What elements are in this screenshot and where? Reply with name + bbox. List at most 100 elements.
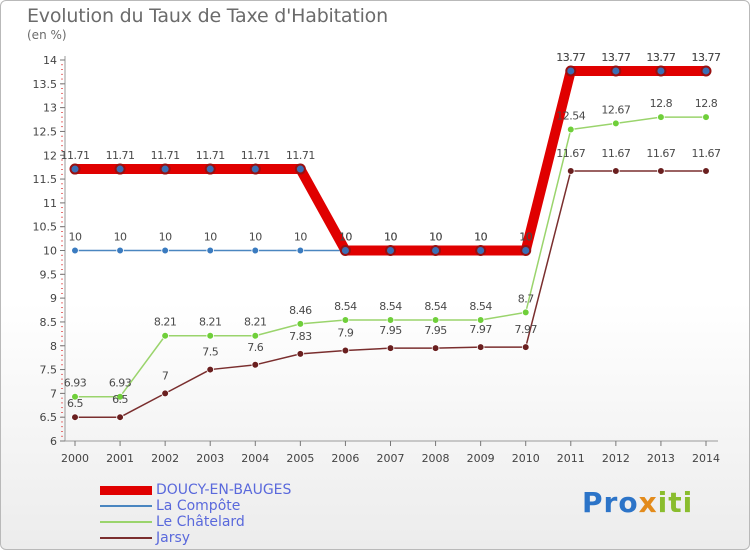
- data-label-0: 10: [429, 231, 442, 244]
- x-tick-label: 2005: [286, 452, 314, 465]
- series-point-2: [386, 316, 395, 324]
- data-label-1: 10: [69, 231, 82, 244]
- data-label-3: 7.97: [514, 323, 537, 336]
- y-tick-label: 13.5: [33, 78, 58, 91]
- legend-swatch-jarsy: [100, 537, 152, 539]
- series-point-3: [431, 344, 440, 352]
- x-tick-label: 2007: [377, 452, 405, 465]
- x-tick-label: 2014: [692, 452, 720, 465]
- data-label-1: 13.77: [646, 51, 675, 64]
- series-point-3: [702, 167, 710, 175]
- x-tick-label: 2001: [106, 452, 134, 465]
- data-label-0: 13.77: [646, 51, 675, 64]
- data-label-1: 13.77: [692, 51, 721, 64]
- series-point-3: [116, 413, 124, 421]
- data-label-3: 7.95: [424, 324, 447, 337]
- data-label-0: 11.71: [286, 149, 315, 162]
- data-label-3: 11.67: [601, 147, 630, 160]
- data-label-2: 8.21: [199, 316, 222, 329]
- data-label-0: 13.77: [556, 51, 585, 64]
- logo-part-x: x: [638, 486, 658, 519]
- data-label-1: 10: [339, 231, 352, 244]
- data-label-1: 10: [294, 231, 307, 244]
- series-point-1: [116, 246, 124, 255]
- series-point-2: [566, 125, 575, 134]
- data-label-3: 7.97: [469, 323, 492, 336]
- data-label-2: 8.54: [424, 300, 447, 313]
- data-label-2: 8.54: [469, 300, 492, 313]
- data-label-0: 11.71: [151, 149, 180, 162]
- logo-part-iti: iti: [657, 486, 694, 519]
- data-label-2: 8.21: [244, 316, 267, 329]
- data-label-2: 12.67: [601, 103, 630, 116]
- series-point-2: [251, 331, 260, 340]
- data-label-1: 10: [429, 231, 442, 244]
- series-point-1: [251, 246, 260, 255]
- data-label-1: 10: [474, 231, 487, 244]
- data-label-2: 12.54: [556, 110, 585, 123]
- series-point-2: [206, 331, 215, 340]
- series-point-0: [430, 245, 442, 256]
- proxiti-logo: Proxiti: [582, 486, 693, 519]
- series-point-0: [204, 163, 216, 175]
- x-tick-label: 2004: [241, 452, 269, 465]
- y-tick-label: 11.5: [33, 173, 58, 186]
- series-point-0: [249, 163, 261, 175]
- series-point-0: [565, 65, 577, 77]
- data-label-2: 6.93: [109, 377, 132, 390]
- data-label-0: 11.71: [61, 149, 90, 162]
- legend-label-jarsy: Jarsy: [156, 530, 191, 546]
- data-label-1: 10: [519, 231, 532, 244]
- data-label-3: 6.5: [112, 393, 128, 406]
- data-label-3: 11.67: [692, 147, 721, 160]
- series-point-0: [655, 65, 667, 77]
- series-point-1: [296, 246, 305, 255]
- series-line-3: [74, 170, 707, 418]
- series-point-1: [161, 246, 169, 255]
- y-tick-label: 12.5: [33, 125, 58, 138]
- series-point-0: [520, 245, 532, 256]
- series-point-3: [296, 350, 305, 358]
- chart-title: Evolution du Taux de Taxe d'Habitation: [27, 5, 388, 27]
- y-tick-label: 14: [43, 54, 57, 67]
- data-label-1: 10: [159, 231, 172, 244]
- series-point-3: [657, 167, 665, 175]
- data-label-2: 8.54: [379, 300, 402, 313]
- x-tick-label: 2012: [602, 452, 630, 465]
- legend-swatch-doucy: [100, 486, 152, 495]
- y-tick-label: 12: [43, 149, 57, 162]
- legend-label-le-chatelard: Le Châtelard: [156, 514, 245, 530]
- series-point-0: [159, 163, 171, 175]
- series-point-2: [341, 316, 350, 324]
- data-label-3: 7.9: [337, 327, 353, 340]
- data-label-3: 11.67: [646, 147, 675, 160]
- y-tick-label: 10.5: [33, 221, 58, 234]
- y-tick-label: 13: [43, 102, 57, 115]
- series-point-1: [71, 246, 79, 255]
- legend-label-la-compote: La Compôte: [156, 498, 241, 514]
- data-label-2: 8.46: [289, 304, 312, 317]
- series-point-2: [431, 316, 440, 324]
- data-label-0: 11.71: [196, 149, 225, 162]
- data-label-1: 13.77: [556, 51, 585, 64]
- x-tick-label: 2006: [331, 452, 359, 465]
- data-label-0: 13.77: [692, 51, 721, 64]
- x-tick-label: 2011: [557, 452, 585, 465]
- y-tick-label: 8.5: [40, 316, 58, 329]
- series-point-0: [475, 245, 487, 256]
- series-point-0: [114, 163, 126, 175]
- data-label-2: 8.7: [518, 292, 534, 305]
- series-point-2: [657, 113, 665, 121]
- series-point-3: [612, 167, 620, 175]
- y-tick-label: 9: [50, 292, 57, 305]
- data-label-3: 7: [162, 369, 169, 382]
- series-point-2: [71, 392, 79, 401]
- data-label-3: 6.5: [67, 397, 83, 410]
- data-label-2: 12.8: [695, 97, 718, 110]
- series-point-2: [521, 308, 530, 317]
- series-point-2: [476, 316, 485, 324]
- legend-swatch-la-compote: [100, 505, 152, 507]
- data-label-0: 11.71: [106, 149, 135, 162]
